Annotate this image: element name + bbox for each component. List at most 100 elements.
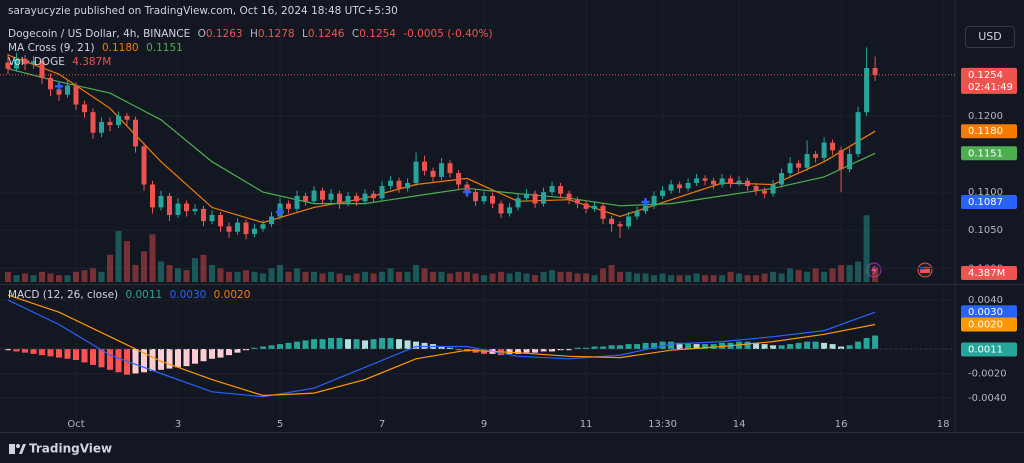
macd-hist-bar [583,347,590,349]
volume-bar [4,271,11,282]
candle-body [558,186,564,194]
macd-line-value: 0.0030 [169,289,207,301]
candle-body [770,184,776,194]
currency-button[interactable]: USD [965,26,1015,48]
macd-hist-bar [804,341,811,349]
ma-line [7,68,876,207]
candle-body [473,192,479,202]
candle-body [371,193,377,199]
volume-bar [464,271,471,282]
candle-body [541,192,547,204]
macd-hist-bar [285,342,292,349]
candle-body [719,178,725,185]
candle-body [337,193,343,204]
macd-hist-bar [668,341,675,349]
volume-bar [634,273,641,282]
candle-body [345,195,351,204]
candle-body [847,154,853,170]
candle-body [609,218,615,225]
macd-badge [961,305,1017,320]
macd-hist-bar [515,348,522,354]
volume-bar [727,271,734,282]
volume-bar [107,254,114,282]
volume-bar [736,273,743,282]
y-tick-label: -0.0040 [968,393,1007,404]
symbol-name: Dogecoin / US Dollar, 4h, BINANCE [8,28,191,40]
macd-hist-bar [549,348,556,352]
volume-bar [430,271,437,282]
volume-bar [472,273,479,282]
ohlc-value: 0.1278 [257,28,295,40]
macd-hist-bar [370,339,377,349]
macd-hist-bar [183,348,190,367]
hist-badge-label: 0.0011 [968,345,1003,356]
macd-hist-bar [209,348,216,359]
volume-bar [557,271,564,282]
candle-body [354,195,360,202]
volume-bar [659,273,666,282]
ma-cross-marker [276,207,285,216]
macd-legend: MACD (12, 26, close) 0.0011 0.0030 0.002… [8,288,254,302]
volume-bar [812,268,819,282]
macd-hist-bar [608,345,615,349]
volume-bar [651,275,658,282]
candle-body [549,186,555,193]
volume-bar [251,271,258,282]
volume-bar [47,273,54,282]
macd-hist-bar [4,348,11,351]
volume-bar [328,271,335,282]
macd-hist-bar [72,348,79,360]
macd-hist-bar [158,348,165,370]
volume-bar [625,271,632,282]
candle-body [524,193,530,199]
volume-bar [21,273,28,282]
candle-body [566,193,572,200]
volume-bar [30,275,37,282]
volume-bar [744,275,751,282]
candle-body [81,104,87,113]
volume-bar [872,267,879,282]
volume-bar [702,275,709,282]
volume-bar [158,261,165,282]
candle-body [388,180,394,187]
candle-body [286,203,292,209]
macd-title: MACD (12, 26, close) [8,289,119,301]
macd-hist-bar [268,345,275,349]
volume-bar [149,234,156,282]
volume-bar [608,264,615,282]
macd-hist-bar [770,345,777,349]
candle-body [634,211,640,217]
macd-hist-bar [838,346,845,349]
volume-bar [311,271,318,282]
macd-hist-bar [761,344,768,349]
volume-bar [438,271,445,282]
candle-body [728,178,734,183]
macd-hist-bar [251,347,258,349]
candle-body [872,67,878,75]
macd-badge-label: 0.0030 [968,307,1003,318]
macd-hist-bar [328,337,335,349]
macd-hist-bar [90,348,97,365]
volume-bar [81,270,88,282]
candle-body [813,154,819,158]
candle-body [218,214,224,227]
volume-bar [795,270,802,282]
macd-hist-bar [591,346,598,349]
ohlc-value: 0.1263 [205,28,243,40]
volume-bar [404,271,411,282]
volume-badge-label: 4.387M [968,268,1005,279]
volume-bar [540,271,547,282]
x-tick-label: 5 [277,419,283,430]
volume-bar [413,264,420,282]
ma-slow-value: 0.1151 [146,42,183,54]
candle-body [379,186,385,199]
volume-bar [64,275,71,282]
volume-bar [115,230,122,282]
macd-hist-bar [166,348,173,369]
candle-body [507,207,513,214]
candle-body [158,195,164,208]
macd-hist-bar [55,348,62,358]
candle-body [175,203,181,215]
macd-hist-bar [336,337,343,349]
